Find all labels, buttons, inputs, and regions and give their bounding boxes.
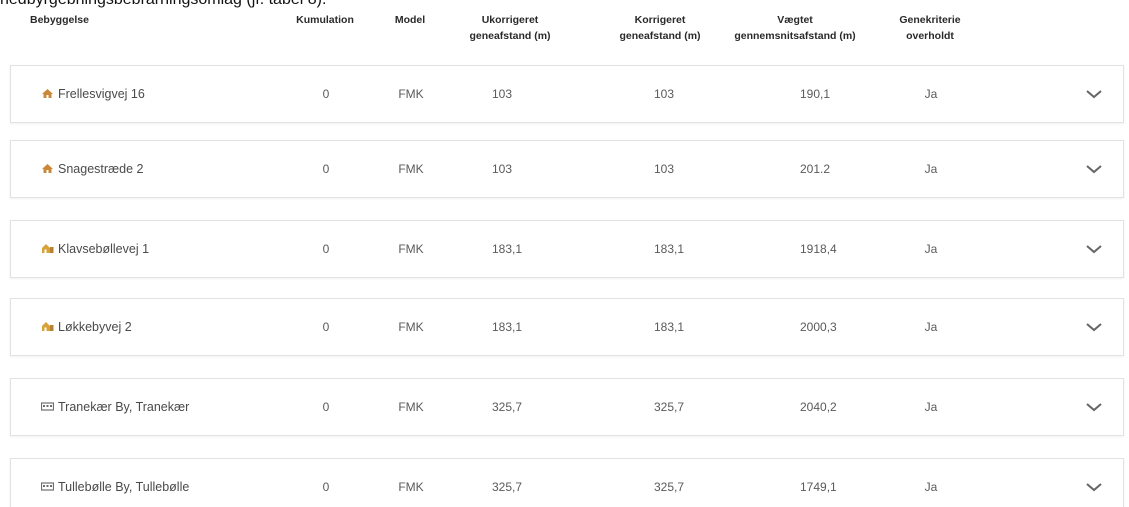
row-vaegtet: 201.2 <box>800 162 831 176</box>
header-kumulation: Kumulation <box>296 14 354 26</box>
farm-icon <box>42 322 54 331</box>
header-korrigeret-line1: Korrigeret <box>634 14 686 26</box>
town-icon <box>41 482 54 491</box>
header-vaegtet-line1: Vægtet <box>777 14 813 26</box>
row-name: Tullebølle By, Tullebølle <box>58 480 190 494</box>
row-overholdt: Ja <box>924 87 938 101</box>
row-model: FMK <box>398 480 424 494</box>
row-vaegtet: 2000,3 <box>800 320 837 334</box>
row-name: Løkkebyvej 2 <box>58 320 132 334</box>
row-name: Frellesvigvej 16 <box>58 87 145 101</box>
header-ukorrigeret: Ukorrigeret geneafstand (m) <box>450 12 570 44</box>
table-row[interactable]: Tranekær By, Tranekær 0 FMK 325,7 325,7 … <box>10 378 1124 436</box>
row-overholdt: Ja <box>924 480 938 494</box>
chevron-down-icon[interactable] <box>1085 242 1103 256</box>
row-kumulation: 0 <box>322 480 330 494</box>
chevron-down-icon[interactable] <box>1085 400 1103 414</box>
row-name-cell: Snagestræde 2 <box>41 141 143 197</box>
table-row[interactable]: Klavsebøllevej 1 0 FMK 183,1 183,1 1918,… <box>10 220 1124 278</box>
table-row[interactable]: Snagestræde 2 0 FMK 103 103 201.2 Ja <box>10 140 1124 198</box>
row-korrigeret: 183,1 <box>654 242 685 256</box>
table-header: Bebyggelse Kumulation Model Ukorrigeret … <box>0 12 1129 58</box>
row-name: Tranekær By, Tranekær <box>58 400 190 414</box>
row-overholdt: Ja <box>924 162 938 176</box>
row-name-cell: Tullebølle By, Tullebølle <box>41 459 189 507</box>
row-kumulation: 0 <box>322 320 330 334</box>
chevron-down-icon[interactable] <box>1085 162 1103 176</box>
header-korrigeret: Korrigeret geneafstand (m) <box>600 12 720 44</box>
row-model: FMK <box>398 242 424 256</box>
chevron-down-icon[interactable] <box>1085 320 1103 334</box>
row-name-cell: Klavsebøllevej 1 <box>41 221 149 277</box>
row-overholdt: Ja <box>924 320 938 334</box>
row-vaegtet: 1918,4 <box>800 242 837 256</box>
row-korrigeret: 183,1 <box>654 320 685 334</box>
row-overholdt: Ja <box>924 242 938 256</box>
row-name-cell: Løkkebyvej 2 <box>41 299 132 355</box>
row-model: FMK <box>398 162 424 176</box>
row-vaegtet: 1749,1 <box>800 480 837 494</box>
row-overholdt: Ja <box>924 400 938 414</box>
header-vaegtet-line2: gennemsnitsafstand (m) <box>734 30 856 42</box>
header-vaegtet: Vægtet gennemsnitsafstand (m) <box>720 12 870 44</box>
header-ukorrigeret-line2: geneafstand (m) <box>469 30 551 42</box>
row-model: FMK <box>398 87 424 101</box>
table-row[interactable]: Frellesvigvej 16 0 FMK 103 103 190,1 Ja <box>10 65 1124 123</box>
house-icon <box>42 164 53 173</box>
header-model: Model <box>394 14 426 26</box>
row-ukorrigeret: 103 <box>492 162 513 176</box>
row-korrigeret: 325,7 <box>654 480 685 494</box>
header-korrigeret-line2: geneafstand (m) <box>619 30 701 42</box>
table-row[interactable]: Løkkebyvej 2 0 FMK 183,1 183,1 2000,3 Ja <box>10 298 1124 356</box>
row-name-cell: Frellesvigvej 16 <box>41 66 145 122</box>
chevron-down-icon[interactable] <box>1085 87 1103 101</box>
row-model: FMK <box>398 400 424 414</box>
header-genekriterie: Genekriterie overholdt <box>880 12 980 44</box>
row-name: Klavsebøllevej 1 <box>58 242 150 256</box>
row-ukorrigeret: 325,7 <box>492 400 523 414</box>
row-korrigeret: 103 <box>654 87 675 101</box>
header-genekriterie-line1: Genekriterie <box>899 14 961 26</box>
header-bebyggelse: Bebyggelse <box>30 14 89 26</box>
house-icon <box>42 89 53 98</box>
row-vaegtet: 190,1 <box>800 87 831 101</box>
row-name-cell: Tranekær By, Tranekær <box>41 379 189 435</box>
row-name: Snagestræde 2 <box>58 162 144 176</box>
row-ukorrigeret: 183,1 <box>492 242 523 256</box>
row-ukorrigeret: 103 <box>492 87 513 101</box>
row-kumulation: 0 <box>322 400 330 414</box>
table-row[interactable]: Tullebølle By, Tullebølle 0 FMK 325,7 32… <box>10 458 1124 507</box>
caption-fragment: nedbyrgebningsbebrarningsomlag (jf. tabe… <box>0 0 326 9</box>
row-kumulation: 0 <box>322 87 330 101</box>
row-korrigeret: 103 <box>654 162 675 176</box>
row-model: FMK <box>398 320 424 334</box>
row-ukorrigeret: 183,1 <box>492 320 523 334</box>
town-icon <box>41 402 54 411</box>
header-genekriterie-line2: overholdt <box>906 30 954 42</box>
farm-icon <box>42 244 54 253</box>
row-kumulation: 0 <box>322 242 330 256</box>
row-vaegtet: 2040,2 <box>800 400 837 414</box>
row-korrigeret: 325,7 <box>654 400 685 414</box>
header-ukorrigeret-line1: Ukorrigeret <box>481 14 539 26</box>
row-kumulation: 0 <box>322 162 330 176</box>
chevron-down-icon[interactable] <box>1085 480 1103 494</box>
row-ukorrigeret: 325,7 <box>492 480 523 494</box>
